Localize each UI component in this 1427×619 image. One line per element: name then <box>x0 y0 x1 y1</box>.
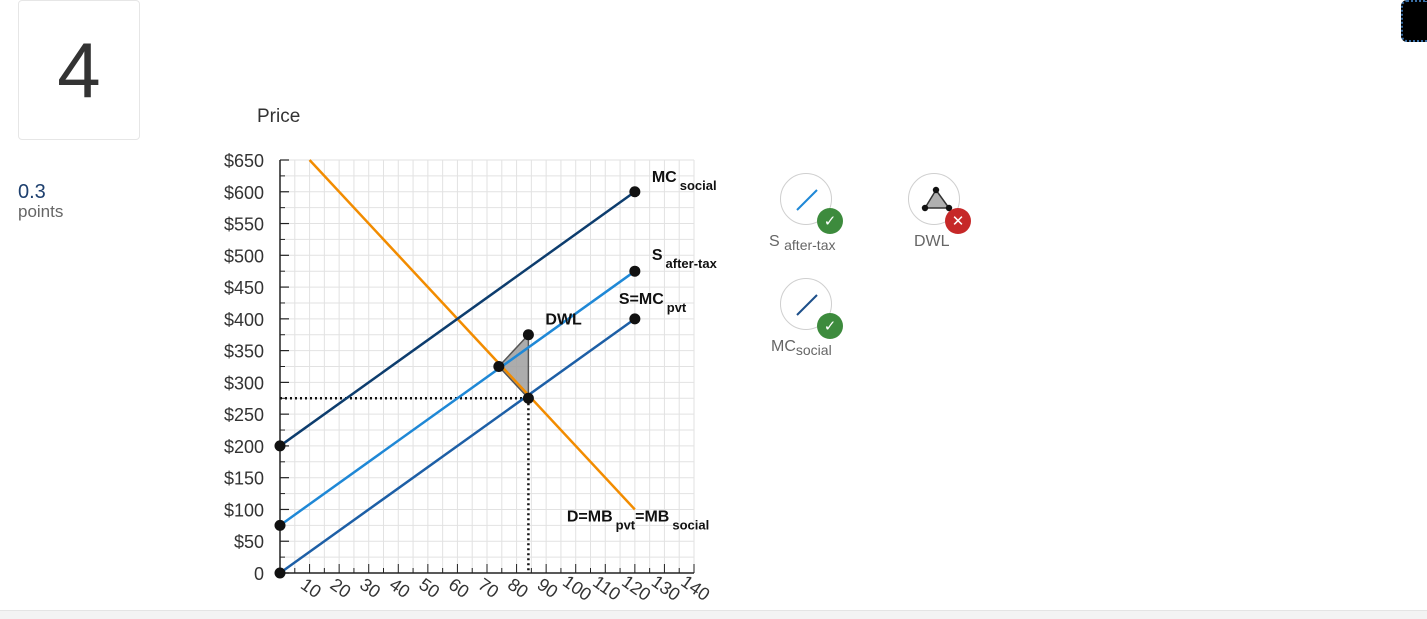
line-tool-icon <box>796 294 818 316</box>
dwl-vertex <box>493 361 505 372</box>
dwl-triangle <box>497 332 530 401</box>
x-tick-label: 70 <box>475 574 503 602</box>
check-icon: ✓ <box>817 313 843 339</box>
y-tick-label: $650 <box>224 151 264 171</box>
y-axis-title: Price <box>257 106 300 127</box>
x-tick-label: 40 <box>386 574 414 602</box>
tool-mc-social-button[interactable]: ✓ <box>780 278 843 339</box>
y-tick-label: $600 <box>224 183 264 203</box>
y-tick-label: $50 <box>234 532 264 552</box>
x-tick-label: 30 <box>356 574 384 602</box>
y-tick-label: $300 <box>224 373 264 393</box>
x-tick-label: 60 <box>445 574 473 602</box>
series-endpoint <box>274 567 286 579</box>
y-tick-label: $150 <box>224 469 264 489</box>
x-tick-label: 20 <box>327 574 355 602</box>
y-tick-label: $500 <box>224 246 264 266</box>
series-endpoint <box>629 313 641 325</box>
y-tick-label: $250 <box>224 405 264 425</box>
tool-sub: social <box>795 342 832 358</box>
series-endpoint <box>274 440 286 452</box>
tool-label: MCsocial <box>771 338 832 358</box>
y-tick-label: $400 <box>224 310 264 330</box>
points-value: 0.3 <box>18 181 46 203</box>
y-tick-label: $200 <box>224 437 264 457</box>
series-line <box>279 317 636 575</box>
tool-s-after-tax-button[interactable]: ✓ <box>780 173 843 234</box>
bottom-bar <box>0 610 1427 619</box>
tool-sub: after-tax <box>784 237 836 253</box>
y-tick-label: $100 <box>224 500 264 520</box>
series-line <box>279 270 636 527</box>
line-tool-icon <box>796 189 818 211</box>
series-endpoint <box>629 265 641 277</box>
series-label: D=MB pvt=MB social <box>567 508 709 532</box>
tool-name: S <box>769 233 780 250</box>
x-tick-label: 90 <box>534 574 562 602</box>
tool-dwl[interactable]: ✕ DWL <box>908 173 971 250</box>
x-tick-label: 10 <box>297 574 325 602</box>
polygon-tool-icon <box>921 186 953 212</box>
dwl-vertex <box>522 329 534 341</box>
y-tick-label: $550 <box>224 215 264 235</box>
dwl-vertex <box>522 392 534 404</box>
tool-label: S after-tax <box>769 233 835 253</box>
series-label: MC social <box>652 169 717 193</box>
x-icon: ✕ <box>945 208 971 234</box>
x-tick-label: 50 <box>415 574 443 602</box>
question-number-box: 4 <box>18 0 140 140</box>
corner-button[interactable] <box>1401 0 1427 42</box>
points-label: points <box>18 202 64 221</box>
tool-mc-social[interactable]: ✓ MCsocial <box>771 278 843 358</box>
x-tick-label: 80 <box>504 574 532 602</box>
price-chart[interactable]: 0 $50 $100 $150 $200 $250 $300 $350 $400 $450 $500… <box>195 95 735 605</box>
y-tick-label: $350 <box>224 342 264 362</box>
series-line <box>279 190 636 447</box>
tool-dwl-button[interactable]: ✕ <box>908 173 971 234</box>
y-tick-label: $450 <box>224 278 264 298</box>
tool-name: DWL <box>914 233 950 250</box>
y-tick-label: 0 <box>254 564 264 584</box>
series-endpoint <box>629 186 641 198</box>
series-label: S=MC pvt <box>619 291 687 315</box>
series-line <box>308 159 636 511</box>
tool-name: MC <box>771 338 796 355</box>
dwl-label: DWL <box>545 312 582 329</box>
check-icon: ✓ <box>817 208 843 234</box>
x-tick-label: 140 <box>677 571 713 605</box>
points-info: 0.3 points <box>18 182 63 221</box>
tool-s-after-tax[interactable]: ✓ S after-tax <box>769 173 843 253</box>
tool-label: DWL <box>914 233 950 251</box>
question-number: 4 <box>57 25 101 114</box>
series-endpoint <box>274 519 286 531</box>
